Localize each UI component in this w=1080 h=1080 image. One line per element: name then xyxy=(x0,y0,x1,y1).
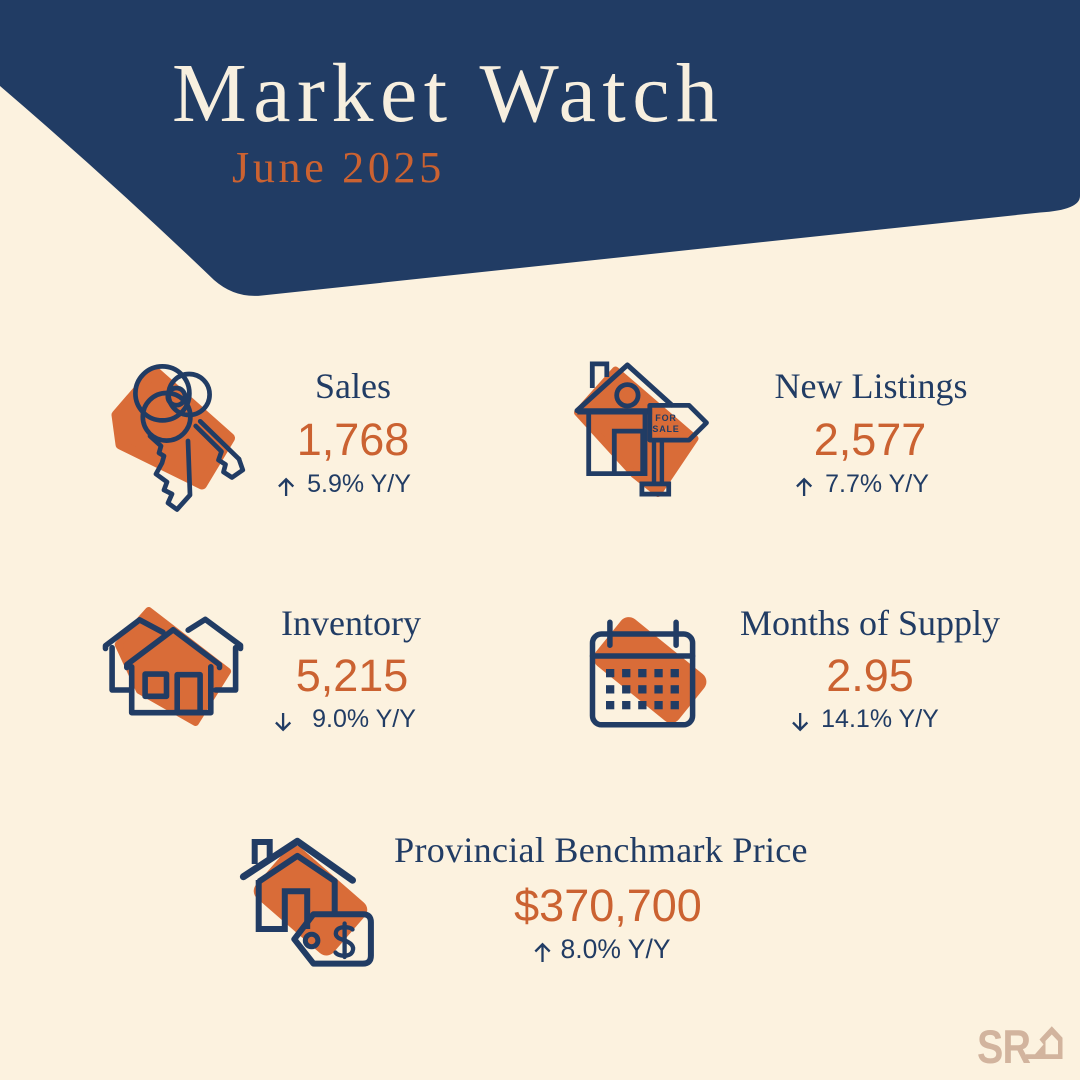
svg-text:SALE: SALE xyxy=(652,424,679,434)
svg-text:FOR: FOR xyxy=(655,413,676,423)
